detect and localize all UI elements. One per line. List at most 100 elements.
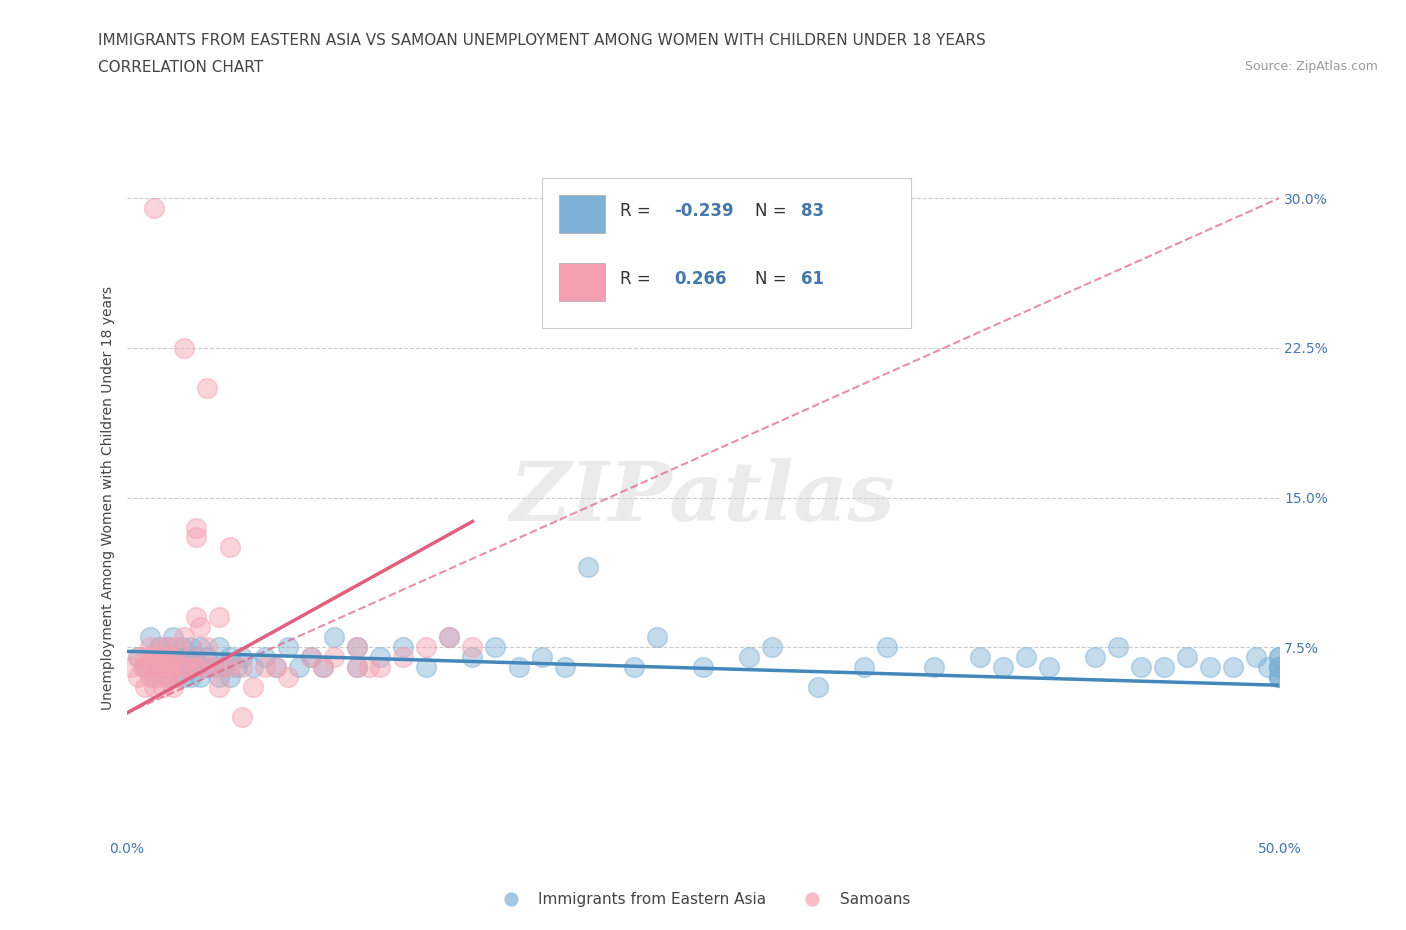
Point: [219, 650, 242, 665]
Point: [311, 660, 333, 675]
Point: [184, 660, 207, 675]
Point: [922, 660, 945, 675]
Point: [1268, 670, 1291, 684]
Point: [1268, 670, 1291, 684]
Point: [623, 660, 645, 675]
Point: [195, 640, 218, 655]
Point: [131, 660, 153, 675]
Point: [346, 660, 368, 675]
Point: [157, 640, 180, 655]
Point: [1246, 650, 1268, 665]
Text: IMMIGRANTS FROM EASTERN ASIA VS SAMOAN UNEMPLOYMENT AMONG WOMEN WITH CHILDREN UN: IMMIGRANTS FROM EASTERN ASIA VS SAMOAN U…: [98, 33, 986, 47]
Point: [231, 660, 253, 675]
Point: [188, 620, 211, 635]
Point: [162, 660, 184, 675]
Point: [231, 650, 253, 665]
Point: [212, 660, 235, 675]
Point: [188, 640, 211, 655]
Text: 61: 61: [801, 270, 824, 288]
Point: [266, 660, 288, 675]
Text: N =: N =: [755, 270, 792, 288]
Point: [876, 640, 898, 655]
Text: ZIPatlas: ZIPatlas: [510, 458, 896, 538]
Point: [311, 660, 333, 675]
Point: [1107, 640, 1129, 655]
Legend: Immigrants from Eastern Asia, Samoans: Immigrants from Eastern Asia, Samoans: [489, 886, 917, 913]
Text: R =: R =: [620, 270, 657, 288]
Point: [152, 660, 174, 675]
Point: [150, 650, 173, 665]
Point: [202, 660, 225, 675]
Point: [120, 660, 142, 675]
Point: [346, 640, 368, 655]
Point: [173, 650, 195, 665]
Point: [368, 650, 391, 665]
Point: [136, 660, 159, 675]
Point: [392, 650, 415, 665]
Point: [853, 660, 876, 675]
Point: [162, 630, 184, 644]
Point: [461, 650, 484, 665]
Point: [1153, 660, 1175, 675]
Point: [166, 640, 188, 655]
Point: [323, 630, 346, 644]
Point: [738, 650, 761, 665]
Point: [288, 660, 311, 675]
Point: [162, 660, 184, 675]
Point: [173, 630, 195, 644]
Point: [157, 670, 180, 684]
Point: [152, 680, 174, 695]
Point: [692, 660, 714, 675]
Point: [1268, 670, 1291, 684]
Point: [1222, 660, 1244, 675]
Point: [208, 680, 231, 695]
Point: [157, 640, 180, 655]
Point: [166, 670, 188, 684]
Point: [346, 660, 368, 675]
Point: [208, 610, 231, 625]
Point: [150, 650, 173, 665]
Point: [392, 640, 415, 655]
Point: [484, 640, 506, 655]
Y-axis label: Unemployment Among Women with Children Under 18 years: Unemployment Among Women with Children U…: [101, 286, 115, 710]
Point: [184, 610, 207, 625]
Point: [323, 650, 346, 665]
Point: [166, 670, 188, 684]
Point: [299, 650, 322, 665]
Point: [242, 660, 264, 675]
Point: [150, 670, 173, 684]
Text: 83: 83: [801, 202, 824, 220]
Point: [138, 630, 160, 644]
Point: [219, 660, 242, 675]
Point: [1199, 660, 1222, 675]
Point: [138, 640, 160, 655]
Point: [439, 630, 461, 644]
Point: [134, 660, 156, 675]
Point: [184, 530, 207, 545]
Text: Source: ZipAtlas.com: Source: ZipAtlas.com: [1244, 60, 1378, 73]
Text: -0.239: -0.239: [675, 202, 734, 220]
Point: [148, 660, 170, 675]
Point: [991, 660, 1014, 675]
Point: [219, 540, 242, 555]
Point: [231, 710, 253, 724]
Point: [1257, 660, 1279, 675]
Point: [162, 650, 184, 665]
FancyBboxPatch shape: [558, 195, 605, 232]
Point: [807, 680, 830, 695]
Point: [145, 650, 167, 665]
Point: [173, 670, 195, 684]
Point: [176, 660, 198, 675]
Point: [138, 650, 160, 665]
Point: [1084, 650, 1107, 665]
Point: [576, 560, 599, 575]
Point: [159, 660, 181, 675]
Point: [184, 650, 207, 665]
Point: [415, 660, 437, 675]
Point: [127, 670, 149, 684]
Point: [180, 640, 202, 655]
Point: [253, 650, 276, 665]
Point: [143, 660, 166, 675]
Point: [1268, 650, 1291, 665]
Point: [134, 650, 156, 665]
